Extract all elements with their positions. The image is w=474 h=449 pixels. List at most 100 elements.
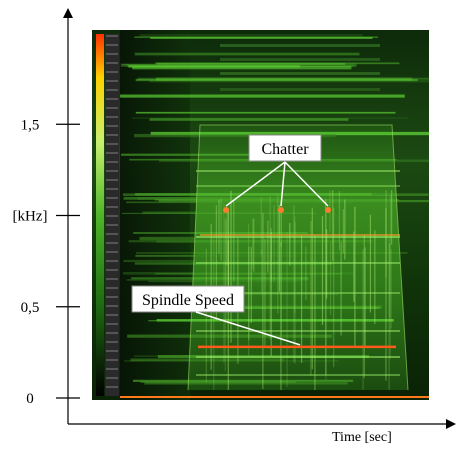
spectral-streak — [388, 243, 391, 318]
spectral-streak — [250, 246, 252, 323]
spectral-streak — [369, 214, 372, 313]
spectral-band — [145, 304, 385, 307]
chatter-label: Chatter — [261, 141, 309, 158]
spectral-streak — [314, 235, 316, 390]
spectral-streak — [294, 222, 296, 364]
spectral-streak — [278, 204, 280, 292]
spectral-band — [135, 193, 372, 196]
spectral-streak — [223, 202, 225, 363]
spectral-band — [156, 240, 310, 243]
spectral-streak — [289, 222, 291, 266]
spectral-streak — [338, 190, 341, 251]
spectral-streak — [353, 231, 355, 302]
y-ticks: 0 0,5 [kHz] 1,5 — [13, 117, 80, 407]
spectral-band — [148, 280, 301, 283]
spectral-band — [151, 305, 382, 309]
spectral-streak — [364, 247, 366, 348]
spectral-band — [155, 62, 400, 65]
chatter-arrows — [225, 161, 329, 207]
spectral-band — [123, 197, 282, 200]
y-tick-label: 0 — [26, 391, 34, 407]
spectral-streak — [220, 198, 222, 261]
spectral-streak — [311, 207, 313, 370]
spectral-band — [156, 306, 379, 310]
spectral-streak — [233, 200, 235, 282]
spectral-streak — [293, 205, 295, 363]
spectral-streak — [262, 213, 264, 390]
spindle-speed-pointer — [195, 311, 301, 346]
spectral-streak — [390, 249, 392, 329]
chatter-arrow — [284, 161, 329, 207]
spectral-band — [122, 64, 303, 66]
axes: 0 0,5 [kHz] 1,5 Time [sec] — [13, 8, 456, 445]
spectral-band — [220, 88, 380, 91]
spectral-streak — [273, 205, 275, 282]
spectral-band — [196, 170, 400, 172]
spectral-streak — [325, 213, 327, 380]
spectral-streak — [391, 190, 393, 245]
spectral-band — [150, 37, 373, 39]
spectral-band — [149, 80, 429, 83]
spectral-streak — [388, 237, 390, 390]
spectral-band — [149, 118, 349, 121]
spectral-streak — [329, 242, 332, 315]
y-tick-label: [kHz] — [13, 209, 48, 225]
spectral-streak — [363, 234, 365, 378]
spectral-streak — [300, 235, 303, 363]
spindle-speed-label: Spindle Speed — [142, 292, 234, 309]
spectral-band — [196, 185, 400, 187]
spectral-streak — [310, 220, 312, 376]
spectral-streak — [326, 229, 328, 299]
spectral-streak — [260, 197, 262, 256]
spectral-band — [220, 58, 380, 61]
spectral-band — [134, 52, 360, 56]
y-tick-label: 0,5 — [21, 300, 40, 316]
chatter-label-box — [248, 134, 322, 162]
chatter-callout: Chatter — [225, 134, 329, 207]
spectral-band — [120, 94, 405, 98]
spectral-band — [123, 271, 353, 275]
spectral-band — [132, 65, 352, 70]
spectral-streak — [213, 237, 215, 390]
spectral-band — [136, 252, 408, 254]
y-tick-label: 1,5 — [21, 117, 40, 133]
spectral-band — [154, 199, 399, 201]
spectral-streak — [280, 207, 282, 248]
spectral-streak — [227, 240, 229, 390]
colorbar-ticks — [106, 35, 118, 388]
chatter-point — [325, 207, 331, 214]
spectral-streak — [226, 209, 228, 265]
chatter-arrow — [280, 161, 286, 207]
spectral-streak — [344, 199, 346, 260]
spectral-band — [154, 273, 342, 275]
spectral-streak — [385, 208, 387, 381]
x-axis-title: Time [sec] — [332, 430, 392, 445]
x-axis-arrow — [446, 419, 456, 429]
spectral-streak — [267, 220, 269, 273]
spectral-streak — [374, 230, 376, 324]
spectral-band — [135, 78, 418, 82]
spectral-band — [144, 382, 348, 385]
spectral-band — [158, 199, 429, 203]
spectral-band — [196, 262, 400, 264]
spectral-band — [123, 259, 338, 263]
spectral-band — [131, 117, 409, 119]
spectral-band — [122, 212, 317, 214]
spectral-streak — [280, 242, 282, 390]
spectral-band — [120, 63, 357, 67]
spectral-streak — [305, 246, 307, 300]
spectral-band — [132, 379, 354, 382]
spectral-band — [196, 356, 400, 358]
spectral-band — [124, 359, 339, 362]
chatter-points — [223, 207, 331, 214]
spectral-band — [126, 279, 309, 281]
spindle-speed-callout: Spindle Speed — [131, 285, 301, 346]
spectral-band — [128, 240, 373, 243]
spectral-band — [131, 277, 309, 280]
spectral-band — [127, 334, 333, 338]
spectral-band — [220, 72, 380, 75]
spectral-streak — [342, 209, 344, 254]
spectral-band — [135, 254, 300, 257]
spectral-streak — [294, 216, 296, 314]
